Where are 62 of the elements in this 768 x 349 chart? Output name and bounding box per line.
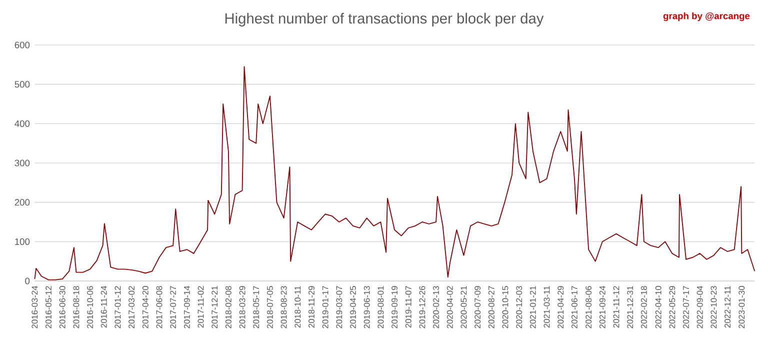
x-tick-label: 2022-10-23: [710, 286, 717, 328]
x-tick-label: 2019-01-17: [322, 286, 328, 328]
x-tick-label: 2016-10-06: [87, 286, 94, 328]
x-tick-label: 2020-12-03: [516, 286, 522, 328]
x-tick-label: 2017-09-14: [184, 286, 190, 328]
x-tick-label: 2017-01-12: [114, 286, 121, 328]
x-tick-label: 2021-12-31: [627, 286, 634, 328]
x-tick-label: 2017-11-02: [198, 286, 204, 328]
text: graph by @arcange: [663, 12, 750, 22]
x-tick-label: 2019-11-07: [405, 286, 412, 328]
x-tick-label: 2019-12-26: [419, 286, 426, 328]
x-tick-label: 2016-08-18: [73, 286, 80, 328]
x-tick-label: 2018-03-29: [239, 286, 246, 328]
x-tick-label: 2019-04-25: [350, 286, 356, 328]
x-tick-label: 2020-02-13: [433, 286, 440, 328]
x-tick-label: 2021-04-29: [558, 286, 564, 328]
x-tick-label: 2018-08-23: [280, 286, 287, 328]
x-tick-label: 2020-10-15: [502, 286, 508, 328]
x-tick-label: 2017-07-27: [170, 286, 176, 328]
x-tick-label: 2018-11-29: [308, 286, 314, 328]
x-tick-label: 2019-03-07: [336, 286, 342, 328]
x-tick-label: 2021-01-21: [530, 286, 536, 328]
x-tick-label: 2021-08-06: [586, 286, 592, 328]
x-tick-label: 2017-03-02: [128, 286, 135, 328]
y-tick-label: 400: [14, 120, 30, 127]
x-tick-label: 2018-05-17: [253, 286, 260, 328]
x-tick-label: 2022-04-10: [655, 286, 662, 328]
x-tick-label: 2021-06-17: [571, 286, 578, 328]
chart-title: Highest number of transactions per block per day: [225, 12, 544, 26]
x-tick-label: 2022-05-29: [669, 286, 676, 328]
x-tick-label: 2019-06-13: [364, 286, 370, 328]
x-tick-label: 2017-06-08: [156, 286, 162, 328]
x-tick-label: 2017-12-21: [212, 286, 218, 328]
line-series: [34, 66, 756, 280]
x-tick-label: 2016-05-12: [46, 286, 52, 328]
x-tick-label: 2020-05-21: [460, 286, 467, 328]
x-tick-label: 2020-04-02: [446, 286, 453, 328]
x-tick-label: 2022-12-11: [724, 286, 731, 328]
x-tick-label: 2022-02-18: [640, 286, 647, 328]
x-tick-label: 2016-03-24: [32, 286, 38, 328]
x-tick-label: 2022-07-17: [683, 286, 689, 328]
y-tick-label: 500: [14, 81, 30, 88]
x-tick-label: 2016-11-24: [100, 286, 107, 328]
x-tick-label: 2020-08-27: [488, 286, 494, 328]
y-tick-label: 300: [14, 160, 30, 166]
x-tick-label: 2019-09-19: [392, 286, 398, 328]
y-tick-label: 100: [15, 238, 30, 245]
y-tick-label: 0: [25, 278, 30, 284]
x-tick-label: 2016-06-30: [59, 286, 66, 328]
x-tick-label: 2019-08-01: [378, 286, 384, 328]
x-tick-label: 2023-01-30: [738, 286, 745, 328]
y-tick-label: 200: [14, 199, 30, 206]
x-tick-label: 2018-07-05: [266, 286, 273, 328]
x-tick-label: 2021-09-24: [599, 286, 606, 328]
x-tick-label: 2017-04-20: [142, 286, 148, 328]
x-tick-label: 2018-10-11: [294, 286, 301, 328]
x-tick-label: 2021-11-12: [613, 286, 620, 328]
y-tick-label: 600: [14, 42, 30, 48]
x-tick-label: 2022-09-04: [696, 286, 703, 328]
x-tick-label: 2020-07-09: [474, 286, 481, 328]
x-tick-label: 2018-02-08: [225, 286, 232, 328]
x-tick-label: 2021-03-11: [544, 286, 550, 328]
